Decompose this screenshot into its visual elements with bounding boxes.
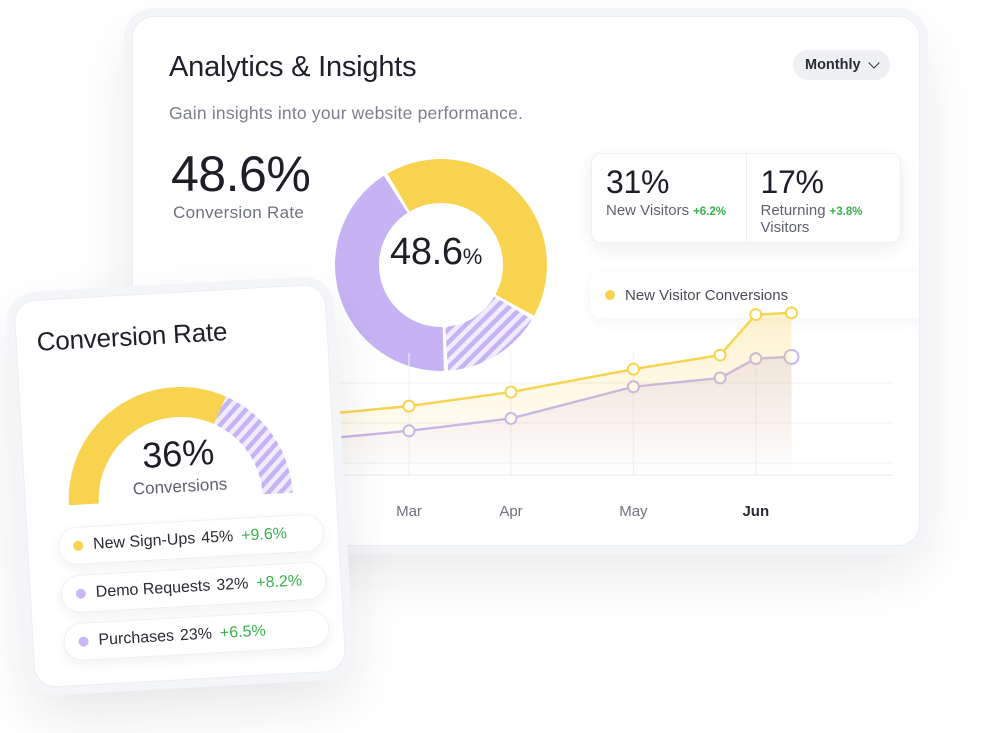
donut-slice-2 <box>445 296 533 371</box>
donut-slice-3 <box>334 175 444 371</box>
metric-value: 45% <box>200 528 234 547</box>
stat-delta: +6.2% <box>693 206 727 218</box>
stat-returning-visitors: 17% Returning +3.8% Visitors <box>745 154 901 242</box>
metric-dot <box>72 540 84 552</box>
x-tick-label: May <box>619 503 648 520</box>
stat-value: 31% <box>606 164 670 200</box>
metric-delta: +6.5% <box>219 622 267 642</box>
metric-row-demo-requests[interactable]: Demo Requests 32% +8.2% <box>59 560 328 614</box>
metric-row-new-signups[interactable]: New Sign-Ups 45% +9.6% <box>57 513 325 566</box>
x-tick-label: Mar <box>396 503 422 520</box>
stat-label-text-line2: Visitors <box>760 219 810 236</box>
data-point[interactable] <box>713 348 727 362</box>
stat-label: Returning +3.8% Visitors <box>761 203 887 236</box>
conversion-donut-chart <box>334 159 547 371</box>
stat-value: 17% <box>760 164 824 200</box>
conversion-rate-label: Conversion Rate <box>173 203 305 222</box>
data-point[interactable] <box>504 385 518 399</box>
x-tick-label: Apr <box>499 503 522 520</box>
stat-new-visitors: 31% New Visitors +6.2% <box>592 154 746 242</box>
page-title: Analytics & Insights <box>169 51 417 83</box>
gauge-segment-1 <box>68 387 226 506</box>
period-dropdown[interactable]: Monthly <box>793 50 890 80</box>
metric-row-purchases[interactable]: Purchases 23% +6.5% <box>62 608 331 662</box>
conversion-rate-value: 48.6% <box>171 146 311 202</box>
conversion-rate-card: Conversion Rate 36% Conversions New Sign… <box>13 283 347 689</box>
data-point[interactable] <box>785 306 798 320</box>
stat-label-text: New Visitors <box>606 202 690 219</box>
donut-center-unit: % <box>462 244 483 269</box>
data-point[interactable] <box>402 399 416 413</box>
gauge-segment-2 <box>213 396 293 495</box>
metric-delta: +8.2% <box>255 572 303 592</box>
x-tick-label: Jun <box>742 503 769 520</box>
metric-value: 23% <box>179 625 213 645</box>
gauge-value: 36% <box>141 431 216 477</box>
data-point[interactable] <box>749 308 763 322</box>
card-title: Conversion Rate <box>35 316 228 357</box>
metric-label: Purchases <box>98 627 175 649</box>
legend-label: New Visitor Conversions <box>625 286 789 304</box>
visitor-stats-panel: 31% New Visitors +6.2% 17% Returning +3.8%… <box>591 153 901 243</box>
metric-value: 32% <box>215 575 249 595</box>
metric-label: New Sign-Ups <box>92 530 196 553</box>
metric-dot <box>75 588 87 599</box>
stat-label: New Visitors +6.2% <box>606 203 732 220</box>
donut-center-value: 48.6 <box>389 231 463 273</box>
chevron-down-icon <box>867 57 880 69</box>
donut-center-label: 48.6% <box>361 231 511 274</box>
donut-slice-1 <box>387 159 547 316</box>
period-label: Monthly <box>805 57 861 73</box>
stat-label-text: Returning <box>760 202 826 219</box>
metric-dot <box>78 636 89 647</box>
metric-delta: +9.6% <box>240 525 288 545</box>
metric-label: Demo Requests <box>95 577 211 601</box>
series-area-1 <box>313 312 792 475</box>
legend-dot <box>605 290 615 300</box>
page-subtitle: Gain insights into your website performa… <box>169 103 524 123</box>
conversion-gauge-chart <box>68 387 293 506</box>
conversions-line-chart: Mar Apr May Jun <box>313 306 893 520</box>
stat-delta: +3.8% <box>829 206 863 218</box>
data-point[interactable] <box>626 362 640 376</box>
